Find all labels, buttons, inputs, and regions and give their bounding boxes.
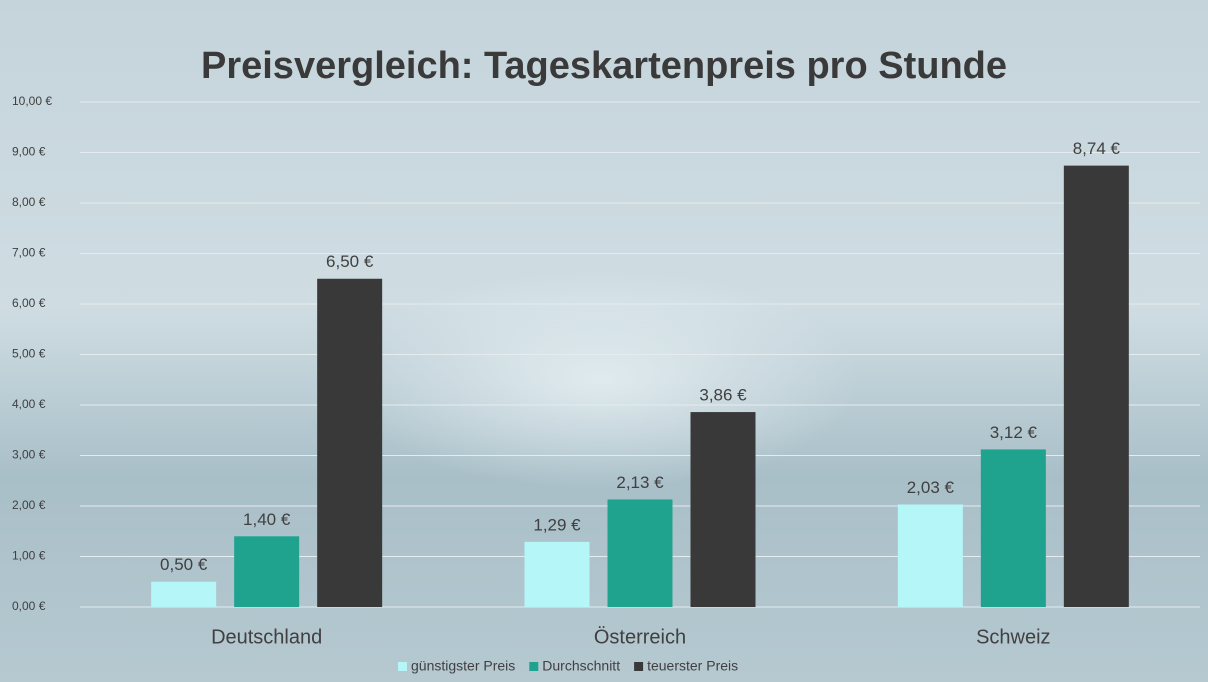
value-label: 1,40 € bbox=[243, 510, 291, 529]
legend-swatch bbox=[398, 662, 407, 671]
y-tick-label: 6,00 € bbox=[12, 296, 46, 310]
x-tick-label: Österreich bbox=[594, 626, 686, 648]
legend-label: teuerster Preis bbox=[647, 658, 738, 674]
bar bbox=[234, 536, 300, 607]
y-tick-label: 2,00 € bbox=[12, 498, 46, 512]
y-tick-label: 7,00 € bbox=[12, 246, 46, 260]
y-tick-label: 8,00 € bbox=[12, 195, 46, 209]
value-label: 0,50 € bbox=[160, 555, 208, 574]
value-label: 3,12 € bbox=[990, 423, 1038, 442]
bar bbox=[1063, 165, 1129, 607]
bar bbox=[607, 499, 673, 607]
y-tick-label: 5,00 € bbox=[12, 347, 46, 361]
y-tick-label: 1,00 € bbox=[12, 549, 46, 563]
value-label: 1,29 € bbox=[533, 515, 581, 534]
legend-swatch bbox=[529, 662, 539, 671]
x-tick-label: Deutschland bbox=[211, 626, 322, 648]
bar bbox=[317, 278, 383, 607]
legend-swatch bbox=[634, 662, 644, 671]
chart-title: Preisvergleich: Tageskartenpreis pro Stu… bbox=[201, 45, 1007, 87]
legend-label: günstigster Preis bbox=[411, 658, 515, 674]
value-label: 8,74 € bbox=[1073, 139, 1121, 158]
legend-label: Durchschnitt bbox=[542, 658, 620, 674]
bar bbox=[690, 412, 756, 607]
bar bbox=[524, 541, 590, 607]
value-label: 2,03 € bbox=[907, 478, 955, 497]
y-tick-label: 9,00 € bbox=[12, 145, 46, 159]
value-label: 3,86 € bbox=[699, 386, 747, 405]
y-tick-label: 10,00 € bbox=[12, 94, 52, 108]
background-splash bbox=[340, 270, 860, 490]
value-label: 2,13 € bbox=[616, 473, 664, 492]
bar bbox=[151, 581, 217, 607]
y-tick-label: 4,00 € bbox=[12, 397, 46, 411]
value-label: 6,50 € bbox=[326, 252, 374, 271]
x-tick-label: Schweiz bbox=[976, 626, 1050, 648]
bar bbox=[980, 449, 1046, 607]
bar bbox=[897, 504, 963, 607]
y-tick-label: 3,00 € bbox=[12, 448, 46, 462]
y-tick-label: 0,00 € bbox=[12, 599, 46, 613]
